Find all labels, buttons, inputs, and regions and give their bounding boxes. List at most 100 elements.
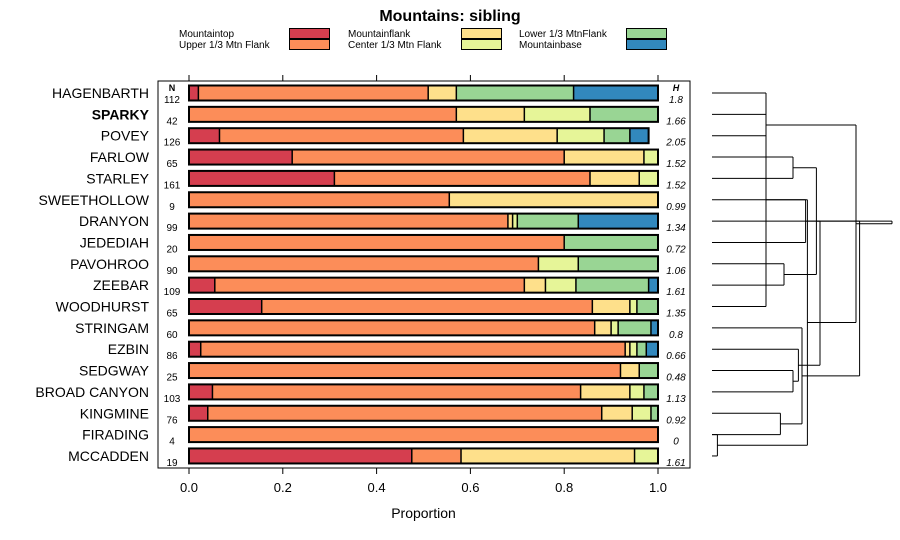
bar-segment xyxy=(620,363,640,379)
h-value: 0.48 xyxy=(666,373,686,384)
bar-segment xyxy=(189,85,199,101)
category-label: PAVOHROO xyxy=(70,256,149,272)
n-value: 65 xyxy=(166,159,178,170)
bar-segment xyxy=(636,341,647,357)
x-tick-label: 0.8 xyxy=(555,480,573,495)
n-value: 126 xyxy=(164,138,181,149)
bar-segment xyxy=(198,85,429,101)
n-value: 112 xyxy=(164,95,180,106)
x-axis-label: Proportion xyxy=(391,505,456,521)
bar-segment xyxy=(189,384,213,400)
bar-segment xyxy=(189,277,215,293)
category-label: STARLEY xyxy=(86,170,149,186)
n-value: 4 xyxy=(169,437,175,448)
bar-segment xyxy=(646,341,658,357)
bar-segment xyxy=(189,192,450,208)
x-tick-label: 0.2 xyxy=(274,480,292,495)
bar-outline xyxy=(188,276,659,294)
legend-label: Upper 1/3 Mtn Flank xyxy=(179,40,270,51)
h-value: 1.61 xyxy=(666,458,685,469)
bar-segment xyxy=(219,128,464,144)
n-value: 90 xyxy=(166,266,178,277)
bar-segment xyxy=(564,234,658,250)
bar-segment xyxy=(189,213,508,229)
bar-segment xyxy=(189,149,293,165)
bar-segment xyxy=(463,128,558,144)
bar-segment xyxy=(524,106,590,122)
category-label: BROAD CANYON xyxy=(35,384,149,400)
plot-frame xyxy=(157,80,691,469)
bar-segment xyxy=(456,106,525,122)
bar-segment xyxy=(629,341,637,357)
bar-segment xyxy=(578,213,658,229)
bar-segment xyxy=(578,256,658,272)
bar-outline xyxy=(188,383,659,401)
bar-outline xyxy=(188,298,659,315)
bar-segment xyxy=(189,106,457,122)
bar-segment xyxy=(601,405,633,421)
category-label: HAGENBARTH xyxy=(52,85,149,101)
category-label: SEDGWAY xyxy=(79,363,150,379)
n-value: 99 xyxy=(166,223,178,234)
legend-label: Center 1/3 Mtn Flank xyxy=(348,40,442,51)
legend-swatch xyxy=(461,39,502,50)
bar-outline xyxy=(188,255,659,273)
h-value: 1.34 xyxy=(666,223,686,234)
h-value: 0.92 xyxy=(666,415,686,426)
bar-segment xyxy=(207,405,602,421)
bar-segment xyxy=(334,170,590,186)
bar-segment xyxy=(634,448,658,464)
bar-segment xyxy=(189,320,595,336)
bar-segment xyxy=(618,320,651,336)
category-label: FIRADING xyxy=(82,427,149,443)
n-value: 65 xyxy=(166,309,178,320)
n-value: 20 xyxy=(166,244,178,255)
n-value: 86 xyxy=(166,351,178,362)
h-value: 1.06 xyxy=(666,266,686,277)
bar-outline xyxy=(188,426,659,444)
category-label: MCCADDEN xyxy=(68,448,149,464)
bar-outline xyxy=(188,233,659,251)
bar-segment xyxy=(545,277,576,293)
bar-outline xyxy=(188,212,659,230)
bar-segment xyxy=(639,363,658,379)
h-value: 0.72 xyxy=(666,244,686,255)
h-value: 2.05 xyxy=(665,138,686,149)
bar-segment xyxy=(189,405,208,421)
bar-segment xyxy=(648,277,658,293)
bar-segment xyxy=(625,341,630,357)
bar-segment xyxy=(517,213,579,229)
legend-swatch xyxy=(461,28,502,39)
category-label: DRANYON xyxy=(79,213,149,229)
n-value: 25 xyxy=(166,373,178,384)
n-header: N xyxy=(169,83,176,93)
bar-segment xyxy=(632,405,651,421)
h-value: 0 xyxy=(673,437,679,448)
bar-segment xyxy=(524,277,546,293)
bar-segment xyxy=(461,448,635,464)
bar-segment xyxy=(189,256,539,272)
h-value: 1.8 xyxy=(669,95,683,106)
x-tick-label: 0.0 xyxy=(180,480,198,495)
category-label: WOODHURST xyxy=(56,299,150,315)
bar-segment xyxy=(643,384,658,400)
category-label: KINGMINE xyxy=(80,405,149,421)
bar-segment xyxy=(189,427,658,443)
category-label: JEDEDIAH xyxy=(80,234,149,250)
bar-segment xyxy=(629,299,637,314)
bar-segment xyxy=(189,363,621,379)
legend-swatch xyxy=(626,39,667,50)
h-value: 1.13 xyxy=(666,394,686,405)
bar-outline xyxy=(188,340,659,358)
bar-segment xyxy=(261,299,593,314)
bar-segment xyxy=(564,149,644,165)
bar-segment xyxy=(611,320,619,336)
bar-segment xyxy=(189,234,565,250)
bar-segment xyxy=(507,213,513,229)
bar-outline xyxy=(188,127,650,145)
category-label: SPARKY xyxy=(92,106,150,122)
bar-outline xyxy=(188,447,659,465)
category-label: FARLOW xyxy=(90,149,150,165)
bar-outline xyxy=(188,362,659,380)
